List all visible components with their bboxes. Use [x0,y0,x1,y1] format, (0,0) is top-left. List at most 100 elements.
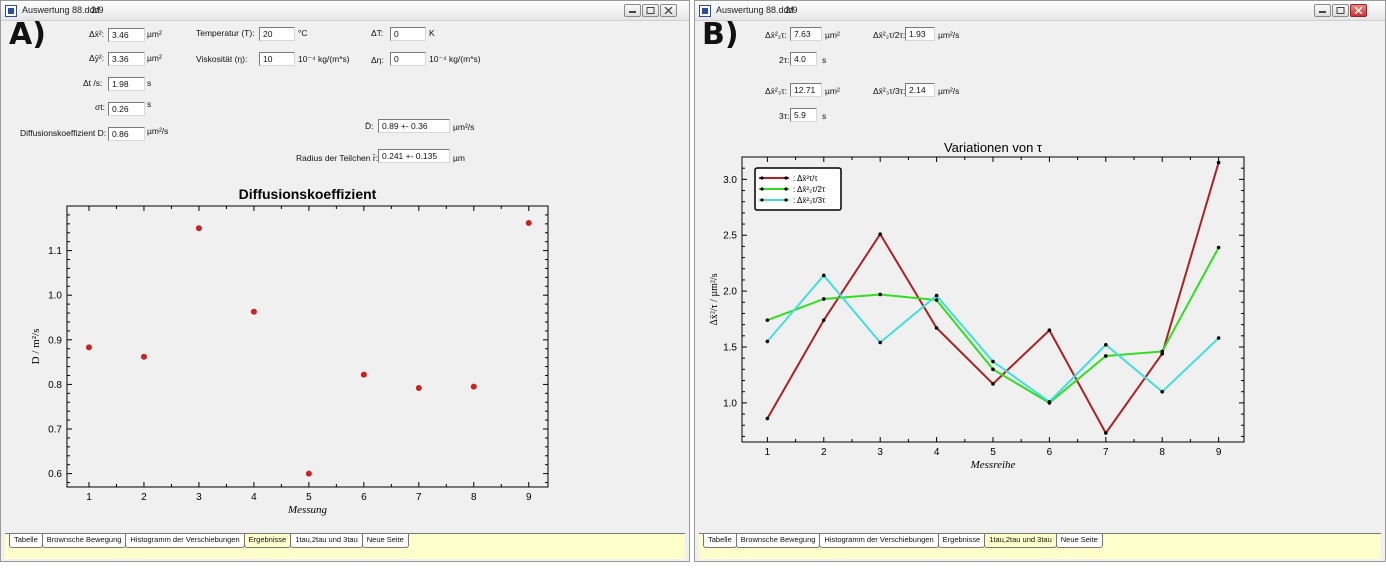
tab-b-2[interactable]: Histogramm der Verschiebungen [819,534,939,548]
field-dx2[interactable]: 3.46 [108,28,145,42]
data-point [934,326,939,330]
y-tick-label: 3.0 [723,175,737,186]
field-dx2-3tau[interactable]: 12.71 [790,83,822,97]
series-line-1 [767,247,1220,405]
close-icon [664,7,673,14]
y-axis-label: D / m²/s [30,329,42,365]
label-delta-eta: Δη: [371,55,384,65]
window-b: Auswertung 88.ddd 2/9 B) Δx̄²₂τ: 7.63 µm… [694,0,1386,562]
maximize-icon [1336,7,1345,14]
field-delta-eta[interactable]: 0 [390,52,426,66]
tab-b-3[interactable]: Ergebnisse [937,534,986,548]
field-dx2-2tau[interactable]: 7.63 [790,27,822,41]
field-diffusion-d[interactable]: 0.86 [108,127,145,141]
legend-marker [784,176,788,180]
plot-frame [66,205,549,488]
scatter-point [140,353,147,360]
field-two-tau[interactable]: 4.0 [790,52,817,66]
label-sigma-t: σt: [95,102,105,112]
panel-letter: B) [702,17,739,52]
label-dy2: Δȳ²: [89,53,105,63]
data-point [1104,431,1108,435]
field-dy2[interactable]: 3.36 [108,52,145,66]
title-bar[interactable]: Auswertung 88.ddd 2/9 [695,1,1385,21]
y-tick-label: 0.7 [48,425,62,436]
minimize-icon [629,11,636,13]
data-point [1216,245,1221,250]
x-tick-label: 1 [765,447,771,458]
tab-a-0[interactable]: Tabelle [9,534,43,548]
x-tick-label: 7 [1103,447,1109,458]
tab-b-0[interactable]: Tabelle [703,534,737,548]
x-tick-label: 9 [1216,447,1222,458]
unit-dy2: µm² [147,53,162,63]
legend-marker [760,176,764,180]
title-bar[interactable]: Auswertung 88.ddd 2/9 [1,1,689,21]
maximize-button[interactable] [1332,4,1349,17]
scatter-point [305,470,312,477]
label-d-mean: D̄: [365,121,374,131]
tab-a-5[interactable]: Neue Seite [361,534,409,548]
window-title: Auswertung 88.ddd [716,5,794,15]
field-dx2-2tau-ratio[interactable]: 1.93 [905,27,935,41]
close-button[interactable] [660,4,677,17]
tab-b-1[interactable]: Brownsche Bewegung [735,534,821,548]
data-point [991,367,995,372]
data-point [934,298,939,302]
label-diffusion-d: Diffusionskoeffizient D: [20,128,107,138]
y-tick-label: 2.0 [723,287,737,298]
field-sigma-t[interactable]: 0.26 [108,102,145,116]
maximize-icon [646,7,655,14]
minimize-button[interactable] [624,4,641,17]
field-dt[interactable]: 1.98 [108,77,145,91]
scatter-point [250,308,257,315]
y-tick-label: 1.1 [48,246,62,257]
field-d-mean[interactable]: 0.89 +- 0.36 [378,119,450,133]
diffusion-chart: Diffusionskoeffizient 1 2 3 4 5 6 7 8 9 0.6 0.7 0.8 0… [30,186,549,516]
close-icon [1354,7,1363,14]
data-point [765,339,770,344]
label-dx2-3tau-ratio: Δx̄²₃τ/3τ: [873,86,906,96]
unit-dx2-2tau: µm² [825,30,840,40]
label-dx2: Δx̄²: [89,29,105,39]
y-tick-label: 2.5 [723,231,737,242]
data-point [991,359,995,364]
field-dx2-3tau-ratio[interactable]: 2.14 [905,83,935,97]
unit-dx2-3tau: µm² [825,86,840,96]
app-icon [699,5,711,17]
x-tick-label: 4 [251,492,257,503]
tab-a-1[interactable]: Brownsche Bewegung [41,534,127,548]
maximize-button[interactable] [642,4,659,17]
scatter-point [360,371,367,378]
scatter-point [525,219,532,226]
field-delta-t[interactable]: 0 [390,27,426,41]
label-dt: Δt /s: [83,78,103,88]
tab-bar: Tabelle Brownsche Bewegung Histogramm der … [5,533,685,559]
x-axis-label: Messung [287,504,328,516]
tab-b-5[interactable]: Neue Seite [1055,534,1103,548]
field-three-tau[interactable]: 5.9 [790,108,817,122]
x-tick-label: 6 [1047,447,1053,458]
field-temperature[interactable]: 20 [259,27,295,41]
close-button[interactable] [1350,4,1367,17]
tab-a-2[interactable]: Histogramm der Verschiebungen [125,534,245,548]
data-point [878,292,882,297]
y-tick-label: 0.9 [48,335,62,346]
unit-dx2-3tau-ratio: µm²/s [938,86,960,96]
data-point [991,382,995,386]
field-viscosity[interactable]: 10 [259,52,295,66]
data-point [878,340,882,345]
tab-b-4[interactable]: 1tau,2tau und 3tau [984,534,1057,548]
data-point [765,318,770,322]
tab-a-3[interactable]: Ergebnisse [243,534,292,548]
unit-delta-eta: 10⁻⁴ kg/(m*s) [429,54,481,64]
unit-temperature: °C [298,28,308,38]
y-axis-label: Δx̄²/τ / µm²/s [709,273,720,325]
scatter-point [415,384,422,391]
tab-a-4[interactable]: 1tau,2tau und 3tau [290,534,363,548]
field-radius[interactable]: 0.241 +- 0.135 [378,149,450,163]
minimize-button[interactable] [1314,4,1331,17]
unit-dx2-2tau-ratio: µm²/s [938,30,960,40]
x-tick-label: 8 [471,492,477,503]
y-tick-label: 0.8 [48,380,62,391]
